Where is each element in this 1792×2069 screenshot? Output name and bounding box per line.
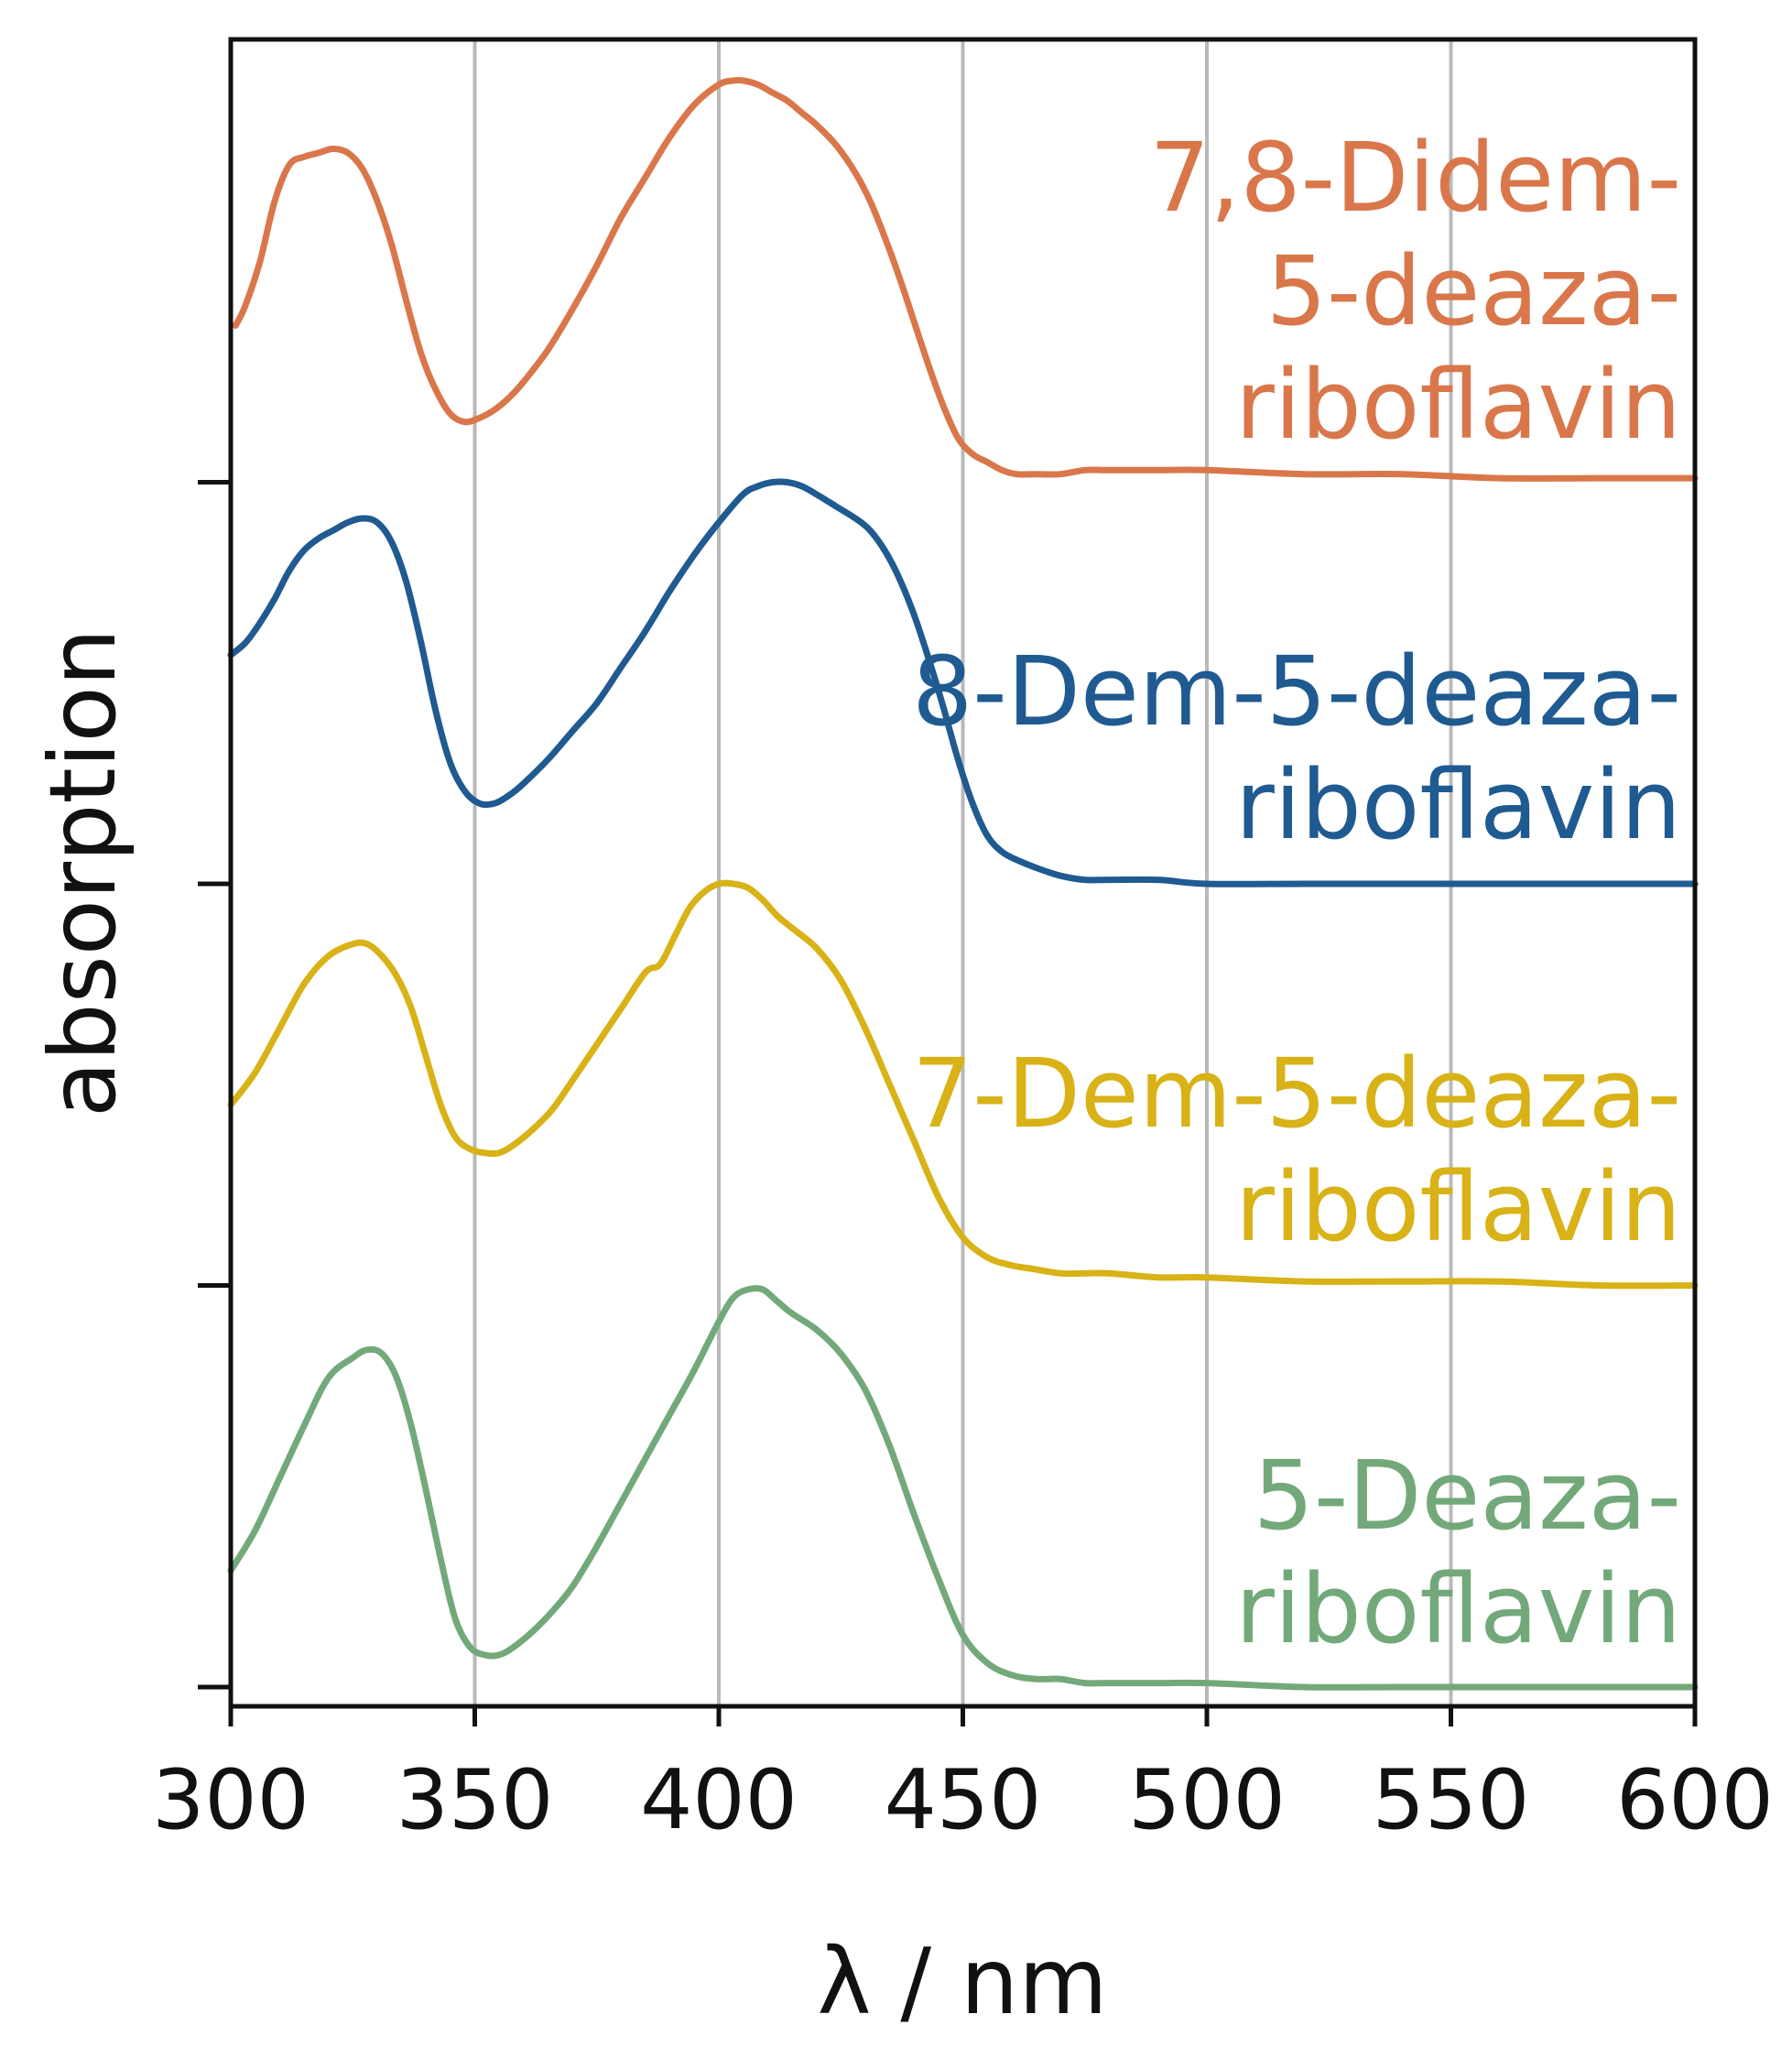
series-labels: 7,8-Didem-5-deaza-riboflavin8-Dem-5-deaz… (912, 122, 1681, 1665)
series-label-8-dem-5-deaza-riboflavin: 8-Dem-5-deaza- (912, 636, 1681, 747)
x-tick-label-500: 500 (1128, 1752, 1286, 1848)
series-label-8-dem-5-deaza-riboflavin: riboflavin (1235, 749, 1681, 861)
series-line-7-dem-5-deaza-riboflavin (227, 879, 1699, 1290)
x-tick-label-450: 450 (885, 1752, 1042, 1848)
series-line-8-dem-5-deaza-riboflavin (227, 478, 1699, 887)
series-label-7-8-didem-5-deaza-riboflavin: riboflavin (1235, 349, 1681, 461)
x-tick-label-400: 400 (640, 1752, 798, 1848)
vertical-grid (472, 39, 1453, 1706)
spectra-curves (227, 76, 1699, 1691)
x-tick-label-600: 600 (1616, 1752, 1774, 1848)
x-tick-label-300: 300 (152, 1752, 310, 1848)
series-label-7-8-didem-5-deaza-riboflavin: 5-deaza- (1266, 235, 1681, 347)
axis-ticks: 300 350 400 450 500 550 600 (152, 480, 1774, 1848)
series-label-7-8-didem-5-deaza-riboflavin: 7,8-Didem- (1149, 122, 1681, 234)
series-label-5-deaza-riboflavin: 5-Deaza- (1254, 1440, 1681, 1552)
x-tick-label-550: 550 (1373, 1752, 1530, 1848)
series-label-7-dem-5-deaza-riboflavin: 7-Dem-5-deaza- (912, 1038, 1681, 1149)
x-axis-title: λ / nm (817, 1928, 1107, 2035)
series-label-5-deaza-riboflavin: riboflavin (1235, 1553, 1681, 1665)
y-axis-title: absorption (29, 628, 136, 1117)
series-label-7-dem-5-deaza-riboflavin: riboflavin (1235, 1151, 1681, 1263)
series-line-7-8-didem-5-deaza-riboflavin (232, 76, 1699, 482)
series-line-5-deaza-riboflavin (227, 1285, 1699, 1691)
x-tick-label-350: 350 (396, 1752, 554, 1848)
